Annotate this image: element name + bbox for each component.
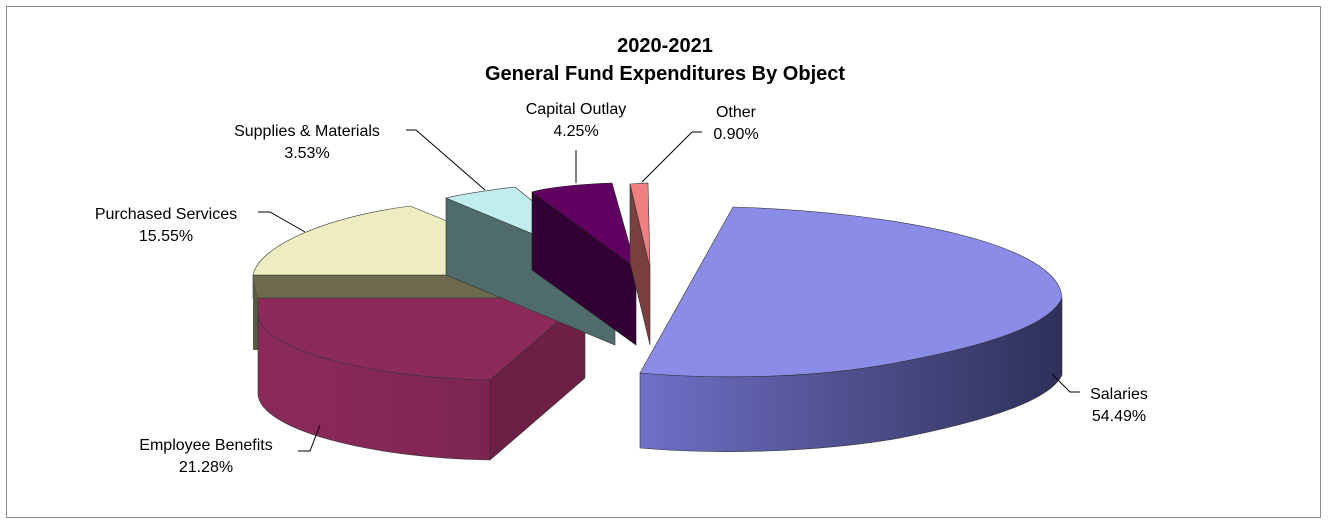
label-supplies-materials-name: Supplies & Materials	[234, 123, 380, 140]
slice-other-top	[629, 182, 651, 269]
slice-employee-benefits	[257, 297, 586, 461]
label-salaries-name: Salaries	[1090, 386, 1148, 403]
leader-line-purchased-services	[258, 211, 306, 233]
label-purchased-services-percent: 15.55%	[139, 228, 193, 245]
slice-employee-benefits-top	[257, 297, 586, 381]
label-capital-outlay-name: Capital Outlay	[526, 101, 627, 118]
slice-other	[629, 182, 651, 346]
slice-purchased-services-front	[253, 275, 258, 350]
label-other-percent: 0.90%	[713, 126, 758, 143]
label-purchased-services-name: Purchased Services	[95, 206, 237, 223]
chart-title-line2: General Fund Expenditures By Object	[485, 63, 845, 85]
slice-capital-outlay-top	[531, 182, 637, 269]
slice-capital-outlay	[531, 182, 637, 346]
leader-line-other	[641, 131, 702, 183]
leader-line-supplies-materials	[406, 129, 486, 191]
chart-title-line1: 2020-2021	[617, 35, 713, 57]
label-employee-benefits-percent: 21.28%	[179, 459, 233, 476]
leader-line-salaries	[1051, 373, 1080, 393]
label-salaries-percent: 54.49%	[1092, 408, 1146, 425]
label-other-name: Other	[716, 104, 757, 121]
slice-salaries-top	[639, 206, 1063, 378]
slice-salaries	[639, 206, 1063, 452]
leader-line-employee-benefits	[298, 424, 321, 452]
label-employee-benefits-name: Employee Benefits	[139, 437, 272, 454]
label-supplies-materials-percent: 3.53%	[284, 145, 329, 162]
label-capital-outlay-percent: 4.25%	[553, 123, 598, 140]
